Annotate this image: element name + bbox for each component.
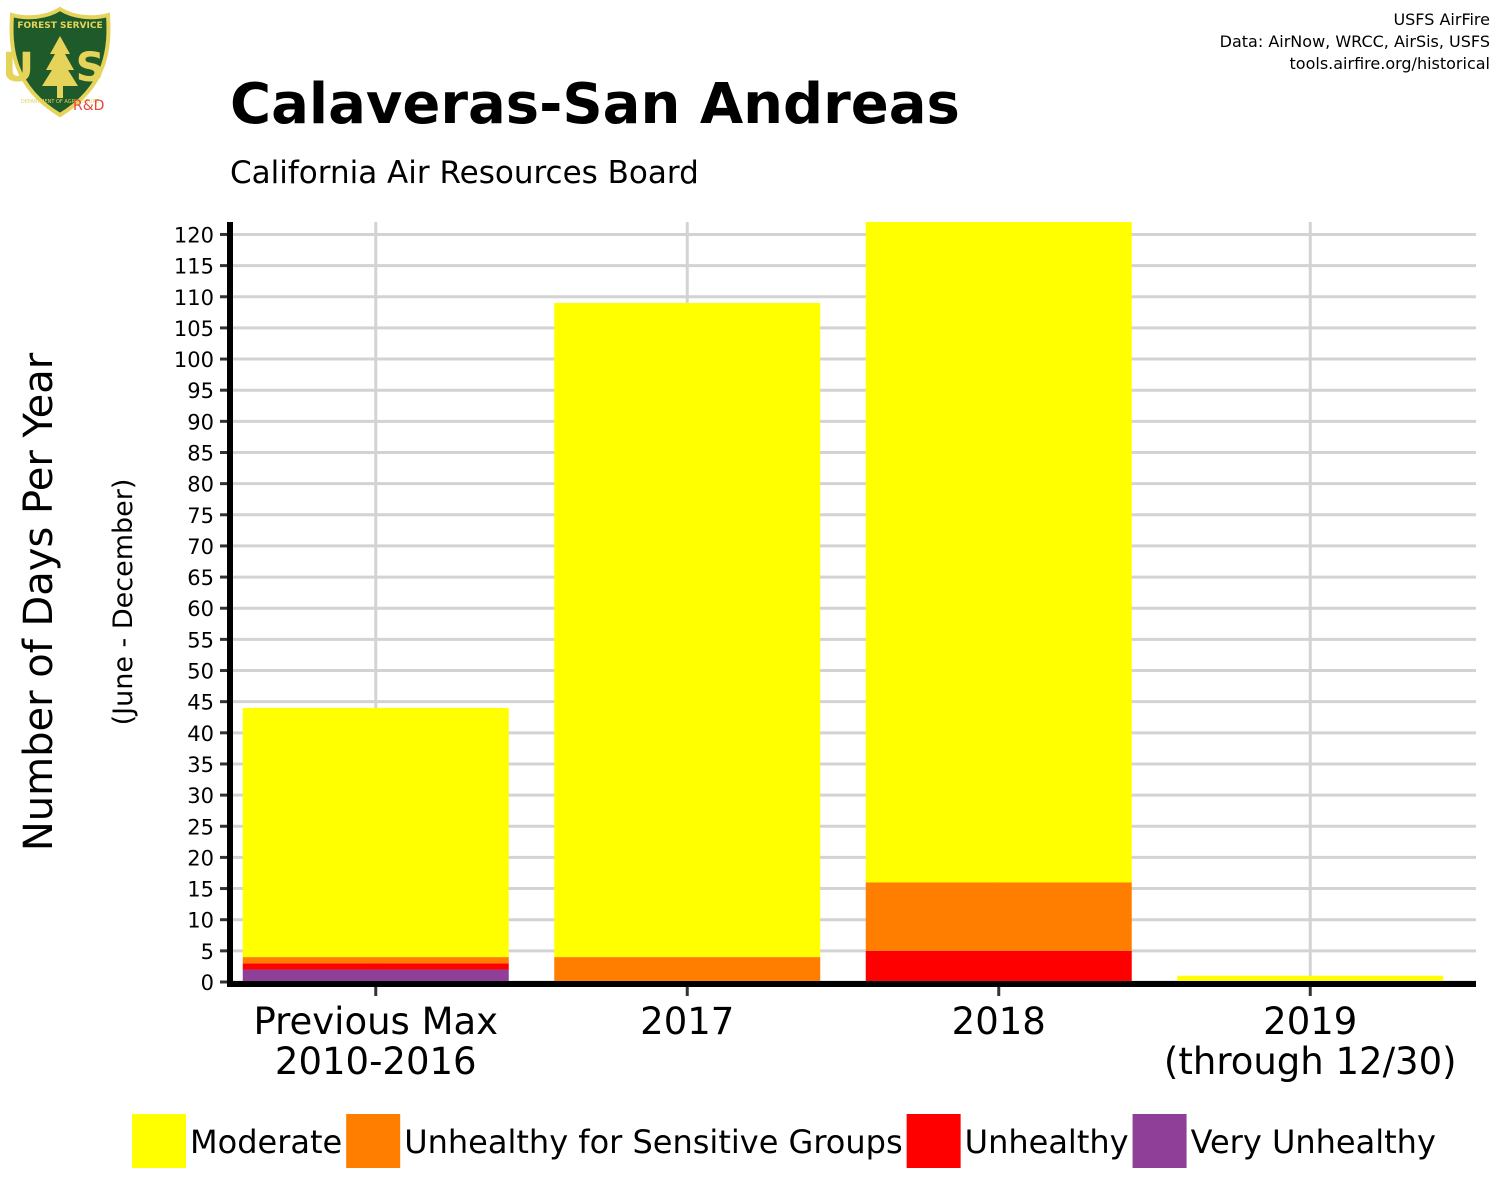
- y-tick-label: 110: [174, 286, 214, 310]
- x-tick-label: 2018: [952, 1000, 1046, 1043]
- y-tick-label: 20: [187, 846, 214, 870]
- y-tick-label: 90: [187, 410, 214, 434]
- bar-segment: [242, 707, 509, 958]
- legend-label: Moderate: [190, 1123, 342, 1161]
- logo-letters: U S: [6, 45, 114, 91]
- y-tick-label: 80: [187, 473, 214, 497]
- legend-label: Very Unhealthy: [1191, 1123, 1436, 1161]
- logo-tag: R&D: [73, 98, 105, 114]
- y-axis-subtitle: (June - December): [108, 479, 139, 726]
- legend-swatch: [906, 1114, 961, 1168]
- x-tick-label: Previous Max: [253, 1000, 498, 1043]
- x-tick-label: 2017: [640, 1000, 734, 1043]
- legend-label: Unhealthy for Sensitive Groups: [404, 1123, 902, 1161]
- y-tick-label: 0: [201, 971, 214, 995]
- y-tick-label: 120: [174, 223, 214, 247]
- credit-line-1: USFS AirFire: [1393, 10, 1490, 29]
- bar-segment: [242, 957, 509, 964]
- y-tick-label: 60: [187, 597, 214, 621]
- legend-label: Unhealthy: [965, 1123, 1129, 1161]
- y-tick-label: 55: [187, 628, 214, 652]
- legend-swatch: [132, 1114, 186, 1168]
- bar-segment: [242, 969, 509, 982]
- bar-segment: [554, 302, 821, 958]
- credit-line-3: tools.airfire.org/historical: [1289, 54, 1490, 73]
- y-tick-label: 70: [187, 535, 214, 559]
- y-tick-label: 10: [187, 909, 214, 933]
- y-tick-label: 65: [187, 566, 214, 590]
- y-tick-label: 105: [174, 317, 214, 341]
- y-tick-label: 30: [187, 784, 214, 808]
- bar-segment: [1177, 975, 1444, 982]
- logo-top-text: FOREST SERVICE: [17, 21, 102, 31]
- y-tick-label: 45: [187, 691, 214, 715]
- legend-swatch: [1132, 1114, 1187, 1168]
- y-tick-label: 35: [187, 753, 214, 777]
- x-tick-label: 2019: [1263, 1000, 1357, 1043]
- y-tick-label: 100: [174, 348, 214, 372]
- chart-subtitle: California Air Resources Board: [230, 155, 699, 191]
- forest-service-logo: FOREST SERVICE U S DEPARTMENT OF AGRICUL…: [6, 6, 114, 118]
- logo-bottom-text: DEPARTMENT OF AGRICULTURE: [21, 99, 99, 105]
- y-tick-label: 25: [187, 815, 214, 839]
- credit-line-2: Data: AirNow, WRCC, AirSis, USFS: [1219, 32, 1490, 51]
- y-tick-label: 5: [201, 940, 214, 964]
- bar-segment: [865, 882, 1132, 951]
- chart-title: Calaveras-San Andreas: [230, 72, 960, 137]
- bar-segment: [242, 963, 509, 970]
- bar-segment: [865, 950, 1132, 982]
- legend: Moderate Unhealthy for Sensitive Groups Un…: [132, 1114, 1436, 1168]
- tree-icon: [42, 36, 78, 98]
- bar-segment: [865, 222, 1132, 883]
- y-tick-label: 50: [187, 660, 214, 684]
- y-tick-label: 115: [174, 255, 214, 279]
- y-tick-label: 75: [187, 504, 214, 528]
- bar-segment: [554, 957, 821, 982]
- y-tick-label: 15: [187, 878, 214, 902]
- y-axis-title: Number of Days Per Year: [16, 352, 62, 851]
- y-tick-label: 85: [187, 441, 214, 465]
- legend-swatch: [346, 1114, 401, 1168]
- axes: 0 5 10 15 20 25 30 35 40 45 50 55 60 65 70 75 80 85 90 95 10…: [16, 222, 1476, 1083]
- y-tick-label: 95: [187, 379, 214, 403]
- x-tick-label: (through 12/30): [1164, 1040, 1457, 1083]
- x-tick-label: 2010-2016: [275, 1040, 477, 1083]
- bars: [242, 222, 1444, 982]
- y-tick-label: 40: [187, 722, 214, 746]
